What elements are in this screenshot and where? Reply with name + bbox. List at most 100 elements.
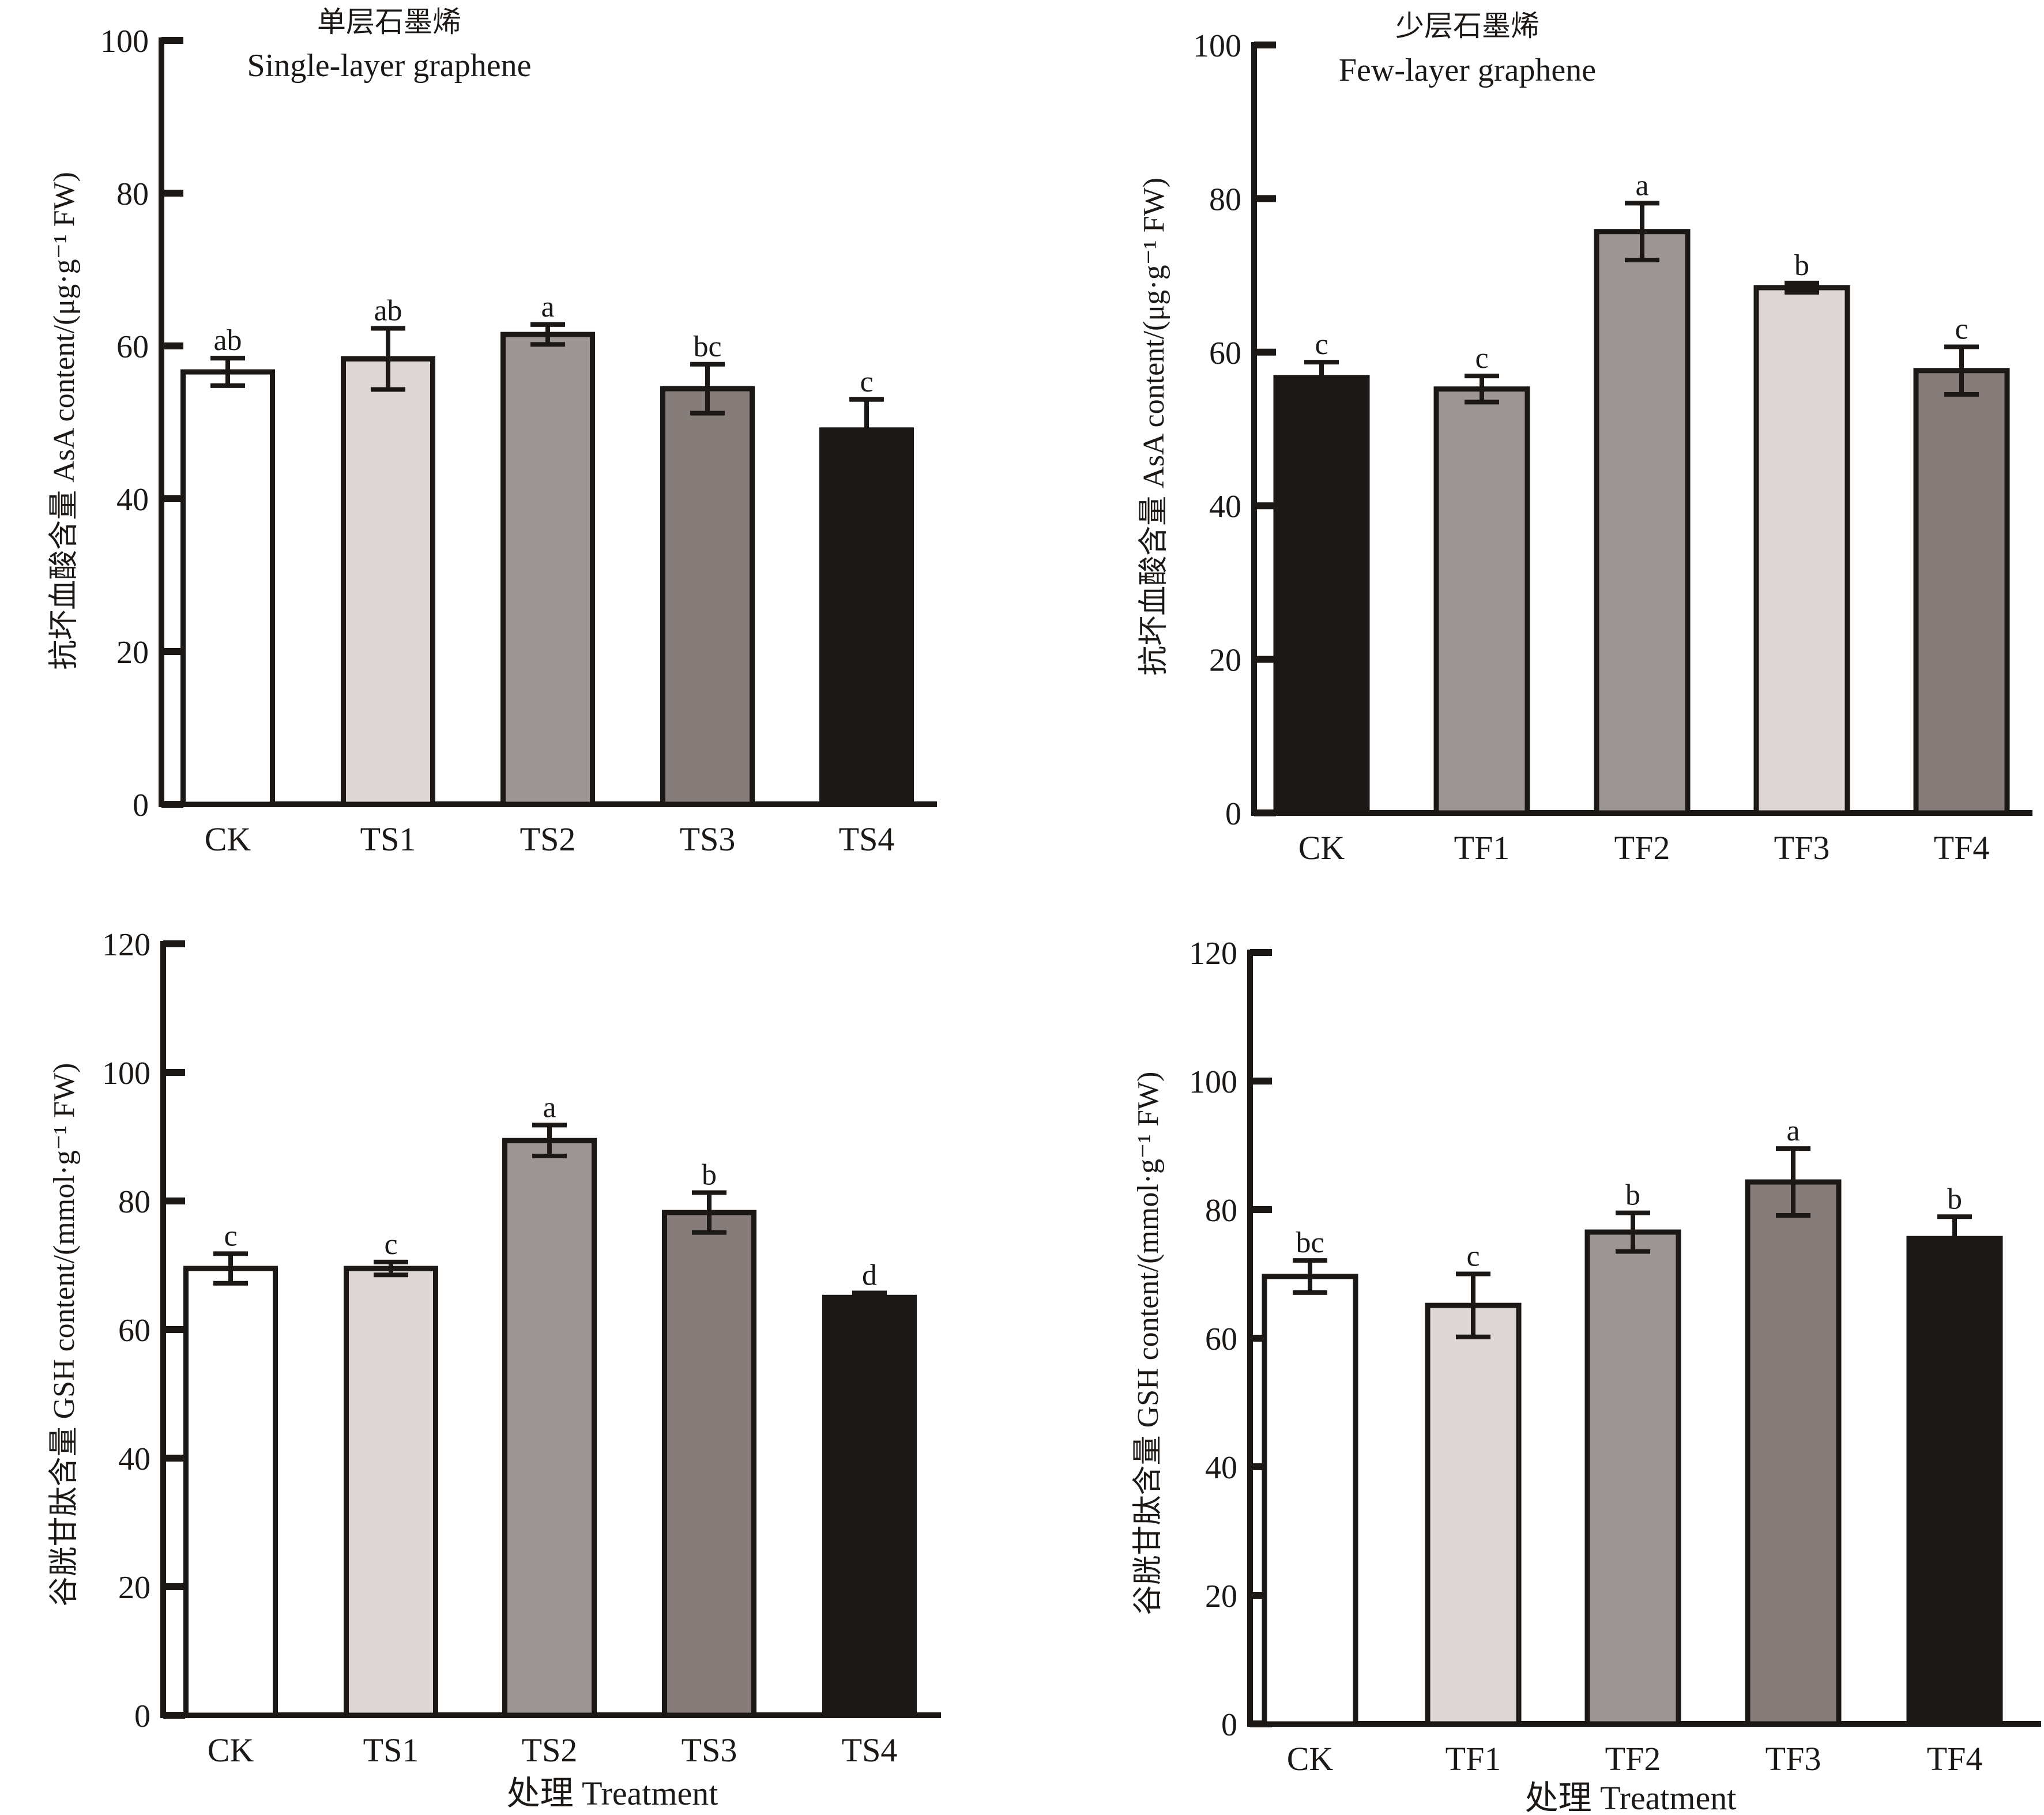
error-bar xyxy=(1293,1258,1327,1295)
bar-ts1 xyxy=(344,1266,438,1718)
error-bar xyxy=(1785,280,1819,295)
y-tick-label: 0 xyxy=(1221,1707,1237,1743)
bar-ck xyxy=(180,369,275,807)
error-bar xyxy=(1304,360,1339,396)
x-tick-label: TF1 xyxy=(1446,1740,1501,1778)
significance-label: ab xyxy=(374,295,402,327)
error-bar xyxy=(1625,201,1659,262)
error-bar xyxy=(532,1123,567,1158)
panel-title-cn: 少层石墨烯 xyxy=(1395,9,1539,43)
x-tick-label: TF3 xyxy=(1766,1740,1821,1778)
y-tick-label: 120 xyxy=(102,927,150,963)
significance-label: c xyxy=(224,1219,237,1252)
panel-asa-single-layer: 单层石墨烯 Single-layer graphene 抗坏血酸含量 AsA c… xyxy=(48,5,937,858)
bar-ck xyxy=(183,1266,278,1718)
y-tick-label: 20 xyxy=(118,1570,150,1606)
error-bar xyxy=(1937,1214,1972,1263)
significance-label: c xyxy=(1315,328,1328,361)
panel-title-en: Few-layer graphene xyxy=(1339,52,1596,88)
y-tick-label: 80 xyxy=(1205,1193,1237,1229)
x-tick-label: TF2 xyxy=(1605,1740,1661,1778)
y-tick-label: 20 xyxy=(1209,643,1241,679)
significance-label: a xyxy=(1786,1114,1800,1147)
error-bar xyxy=(371,326,405,392)
y-tick-label: 60 xyxy=(118,1313,150,1349)
y-tick-label: 60 xyxy=(1209,336,1241,371)
x-tick-label: TS1 xyxy=(363,1731,419,1769)
y-tick-label: 100 xyxy=(100,24,149,59)
y-axis-title: 抗坏血酸含量 AsA content/(μg·g⁻¹ FW) xyxy=(48,172,81,670)
bar-ck xyxy=(1262,1274,1358,1727)
bar-ts2 xyxy=(502,1138,597,1718)
significance-label: a xyxy=(541,291,554,323)
x-tick-label: TF4 xyxy=(1927,1740,1983,1778)
error-bar xyxy=(1465,374,1499,405)
bar-ck xyxy=(1273,375,1370,816)
x-tick-label: TS3 xyxy=(682,1731,737,1769)
bar-ts2 xyxy=(500,332,595,807)
x-tick-label: TS1 xyxy=(360,820,416,858)
y-tick-label: 60 xyxy=(116,329,149,365)
x-tick-label: TF4 xyxy=(1934,829,1990,867)
y-tick-label: 60 xyxy=(1205,1321,1237,1357)
x-tick-label: TS4 xyxy=(839,820,895,858)
error-bar xyxy=(213,1251,248,1286)
panel-gsh-single-layer: 谷胱甘肽含量 GSH content/(mmol·g⁻¹ FW) 处理 Trea… xyxy=(48,927,941,1812)
panel-asa-few-layer: 少层石墨烯 Few-layer graphene 抗坏血酸含量 AsA cont… xyxy=(1138,9,2032,867)
y-axis-title: 谷胱甘肽含量 GSH content/(mmol·g⁻¹ FW) xyxy=(48,1063,81,1607)
x-tick-label: CK xyxy=(1298,829,1345,867)
bar-tf2 xyxy=(1584,1229,1681,1727)
bar-tf1 xyxy=(1425,1302,1522,1727)
x-tick-label: TS4 xyxy=(842,1731,898,1769)
y-tick-label: 100 xyxy=(1193,28,1241,64)
y-tick-label: 40 xyxy=(116,482,149,518)
error-bar xyxy=(692,1190,726,1235)
significance-label: b xyxy=(1947,1183,1962,1215)
significance-label: b xyxy=(702,1159,717,1192)
y-tick-label: 100 xyxy=(102,1056,150,1091)
x-tick-label: TS2 xyxy=(520,820,576,858)
significance-label: bc xyxy=(693,330,721,363)
error-bar xyxy=(1456,1271,1490,1339)
error-bar xyxy=(530,322,565,347)
x-tick-label: CK xyxy=(1287,1740,1334,1778)
x-axis-title: 处理 Treatment xyxy=(1525,1779,1737,1815)
significance-label: a xyxy=(543,1091,556,1124)
significance-label: b xyxy=(1625,1179,1640,1212)
significance-label: bc xyxy=(1296,1226,1324,1259)
x-tick-label: TF1 xyxy=(1454,829,1510,867)
y-tick-label: 0 xyxy=(134,1699,150,1734)
error-bar xyxy=(374,1259,408,1278)
y-tick-label: 120 xyxy=(1189,936,1237,971)
x-tick-label: CK xyxy=(205,820,251,858)
bar-tf3 xyxy=(1753,285,1850,816)
bar-ts4 xyxy=(822,1294,917,1718)
error-bar xyxy=(1776,1146,1810,1218)
significance-label: c xyxy=(860,366,873,398)
bar-ts3 xyxy=(662,1210,756,1718)
significance-label: c xyxy=(384,1228,397,1261)
bar-tf4 xyxy=(1906,1236,2003,1727)
x-tick-label: CK xyxy=(208,1731,254,1769)
bar-tf4 xyxy=(1913,368,2010,816)
y-axis-title: 抗坏血酸含量 AsA content/(μg·g⁻¹ FW) xyxy=(1138,178,1170,676)
x-axis-title: 处理 Treatment xyxy=(507,1775,718,1812)
significance-label: a xyxy=(1635,169,1648,202)
y-tick-label: 80 xyxy=(116,176,149,212)
x-tick-label: TS3 xyxy=(680,820,736,858)
bar-tf3 xyxy=(1745,1179,1842,1727)
significance-label: b xyxy=(1794,249,1809,282)
panel-title-cn: 单层石墨烯 xyxy=(317,5,461,39)
significance-label: c xyxy=(1475,342,1488,375)
error-bar xyxy=(849,397,884,463)
error-bar xyxy=(690,362,725,416)
x-tick-label: TS2 xyxy=(522,1731,578,1769)
panel-gsh-few-layer: 谷胱甘肽含量 GSH content/(mmol·g⁻¹ FW) 处理 Trea… xyxy=(1132,936,2041,1815)
bar-ts1 xyxy=(341,356,435,807)
significance-label: d xyxy=(862,1259,877,1291)
error-bar xyxy=(1616,1210,1650,1254)
panel-title-en: Single-layer graphene xyxy=(247,48,532,84)
significance-label: c xyxy=(1955,312,1968,345)
error-bar xyxy=(852,1290,887,1305)
